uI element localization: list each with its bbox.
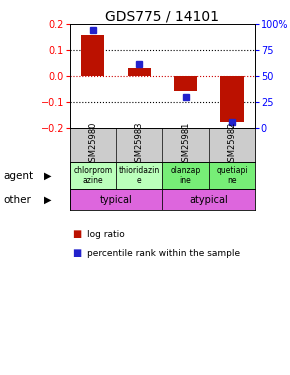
Text: chlorprom
azine: chlorprom azine	[73, 166, 112, 185]
Bar	[209, 162, 255, 189]
Bar	[162, 162, 209, 189]
Text: GSM25980: GSM25980	[88, 122, 97, 167]
Bar	[70, 189, 162, 210]
Bar	[70, 162, 116, 189]
Title: GDS775 / 14101: GDS775 / 14101	[105, 9, 220, 23]
Text: GSM25983: GSM25983	[135, 122, 144, 167]
Bar	[174, 76, 197, 91]
Text: percentile rank within the sample: percentile rank within the sample	[87, 249, 240, 258]
Text: quetiapi
ne: quetiapi ne	[216, 166, 248, 185]
Bar	[116, 162, 162, 189]
Text: GSM25981: GSM25981	[181, 122, 190, 167]
Text: olanzap
ine: olanzap ine	[171, 166, 201, 185]
Text: other: other	[3, 195, 31, 205]
Text: agent: agent	[3, 171, 33, 181]
Text: atypical: atypical	[189, 195, 228, 205]
Text: ■: ■	[72, 248, 82, 258]
Bar	[220, 76, 244, 122]
Text: log ratio: log ratio	[87, 230, 125, 239]
Text: ■: ■	[72, 230, 82, 239]
Text: typical: typical	[100, 195, 132, 205]
Bar	[81, 35, 104, 76]
Text: GSM25982: GSM25982	[227, 122, 237, 167]
Bar	[162, 189, 255, 210]
Text: ▶: ▶	[44, 171, 52, 181]
Bar	[128, 68, 151, 76]
Text: ▶: ▶	[44, 195, 52, 205]
Text: thioridazin
e: thioridazin e	[119, 166, 160, 185]
